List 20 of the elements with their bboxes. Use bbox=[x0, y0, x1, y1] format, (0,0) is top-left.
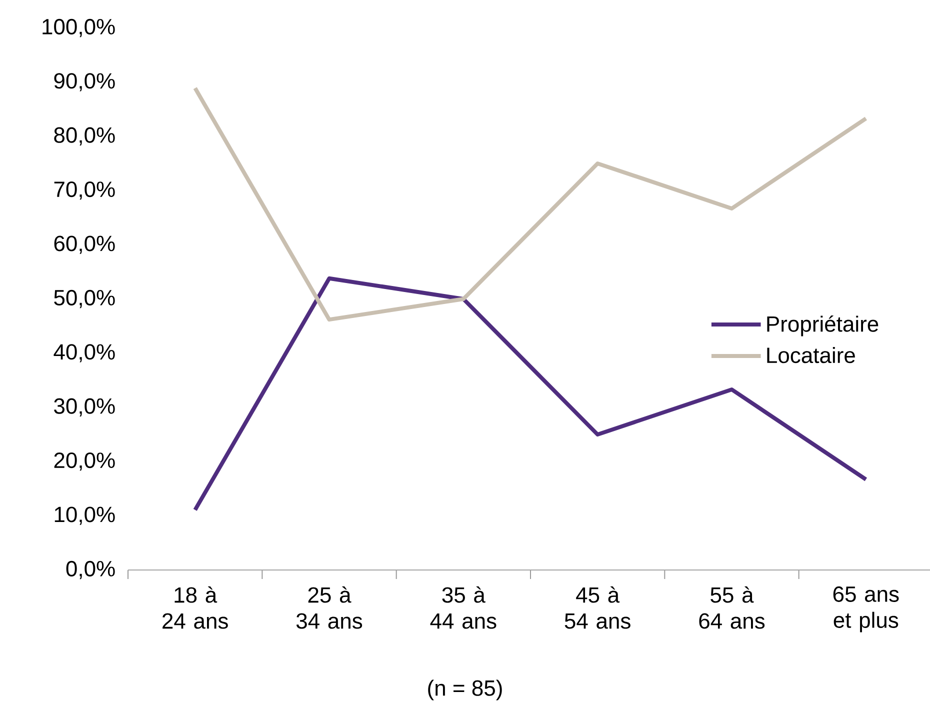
x-tick-label: 35 à 44 ans bbox=[430, 586, 496, 629]
y-tick-label: 40,0% bbox=[54, 344, 115, 362]
text: (n = 85) bbox=[428, 680, 502, 700]
y-tick-label: 80,0% bbox=[54, 127, 115, 146]
legend-label: Locataire bbox=[767, 346, 855, 364]
y-tick-label: 70,0% bbox=[54, 181, 115, 200]
y-tick-label: 30,0% bbox=[54, 398, 115, 416]
y-tick-label: 0,0% bbox=[66, 560, 115, 580]
y-tick-label: 60,0% bbox=[54, 236, 115, 254]
y-tick-label: 90,0% bbox=[54, 73, 115, 92]
x-tick-label: 45 à 54 ans bbox=[564, 586, 630, 629]
y-tick-label: 20,0% bbox=[54, 452, 115, 471]
x-tick-label: 25 à 34 ans bbox=[296, 586, 362, 629]
y-tick-label: 100,0% bbox=[42, 18, 115, 38]
x-tick-label: 18 à 24 ans bbox=[162, 586, 228, 629]
x-tick-label: 55 à 64 ans bbox=[699, 586, 765, 629]
y-tick-label: 50,0% bbox=[54, 290, 115, 308]
y-tick-label: 10,0% bbox=[54, 506, 115, 525]
legend-label: Propriétaire bbox=[767, 315, 878, 336]
x-tick-label: 65 ans et plus bbox=[833, 586, 899, 632]
